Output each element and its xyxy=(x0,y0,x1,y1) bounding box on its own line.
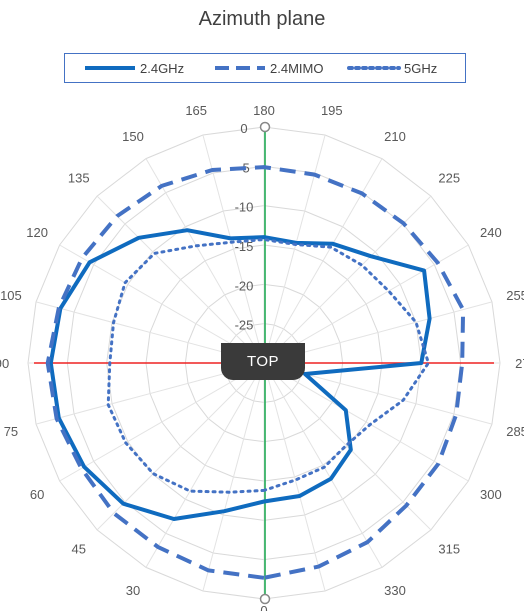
legend-swatch-dotted xyxy=(347,66,401,70)
angle-label: 180 xyxy=(253,103,275,118)
angle-label: 15 xyxy=(189,609,203,611)
grid-spoke xyxy=(96,362,265,531)
legend-item-2-4ghz: 2.4GHz xyxy=(83,54,184,82)
angle-label: 255 xyxy=(506,288,524,303)
angle-label: 120 xyxy=(26,225,48,240)
angle-label: 75 xyxy=(4,424,18,439)
angle-label: 150 xyxy=(122,129,144,144)
grid-spoke xyxy=(202,134,265,364)
angle-label: 300 xyxy=(480,487,502,502)
grid-spoke xyxy=(263,195,432,364)
grid-spoke xyxy=(96,195,265,364)
angle-label: 285 xyxy=(506,424,524,439)
angle-label: 195 xyxy=(321,103,343,118)
legend-label-5ghz: 5GHz xyxy=(404,60,438,76)
radial-tick-label: -10 xyxy=(235,200,254,215)
radial-tick-label: -20 xyxy=(235,278,254,293)
legend-swatch-dashed xyxy=(215,66,265,70)
radial-tick-label: -25 xyxy=(235,318,254,333)
legend-swatch-solid xyxy=(85,66,135,70)
grid-spoke xyxy=(59,362,265,482)
chart-title: Azimuth plane xyxy=(198,8,326,30)
grid-spoke xyxy=(263,362,469,482)
series-line-5ghz xyxy=(106,238,430,494)
grid-spoke xyxy=(145,362,265,568)
angle-label: 225 xyxy=(438,171,460,186)
legend: 2.4GHz 2.4MIMO 5GHz xyxy=(64,53,466,83)
angle-label: 270 xyxy=(515,356,524,371)
grid-spoke xyxy=(263,134,326,364)
radial-tick-label: 0 xyxy=(240,121,247,136)
angle-label: 30 xyxy=(126,583,140,598)
angle-label: 60 xyxy=(30,487,44,502)
grid-spoke xyxy=(202,362,265,592)
angle-label: 165 xyxy=(185,103,207,118)
angle-label: 210 xyxy=(384,129,406,144)
legend-label-2-4mimo: 2.4MIMO xyxy=(270,60,324,76)
angle-label: 90 xyxy=(0,356,9,371)
grid-spoke xyxy=(145,158,265,364)
legend-item-2-4mimo: 2.4MIMO xyxy=(213,54,323,82)
grid-spoke xyxy=(263,362,383,568)
angle-label: 45 xyxy=(72,541,86,556)
grid-spoke xyxy=(263,158,383,364)
angle-label: 240 xyxy=(480,225,502,240)
axis-marker-bottom xyxy=(259,593,271,605)
legend-label-2-4ghz: 2.4GHz xyxy=(140,60,185,76)
axis-marker-top xyxy=(259,121,271,133)
angle-label: 345 xyxy=(321,609,343,611)
grid-spoke xyxy=(263,362,432,531)
series-line-2-4mimo xyxy=(45,165,466,580)
angle-label: 135 xyxy=(68,171,90,186)
series-line-2-4ghz xyxy=(48,228,432,521)
grid-spoke xyxy=(263,362,326,592)
angle-label: 105 xyxy=(0,288,22,303)
top-orientation-badge: TOP xyxy=(221,343,305,380)
polar-plot: 0-5-10-15-20-250153045607590105120135150… xyxy=(0,103,524,611)
angle-label: 330 xyxy=(384,583,406,598)
angle-label: 0 xyxy=(260,603,267,611)
legend-item-5ghz: 5GHz xyxy=(347,54,437,82)
angle-label: 315 xyxy=(438,541,460,556)
